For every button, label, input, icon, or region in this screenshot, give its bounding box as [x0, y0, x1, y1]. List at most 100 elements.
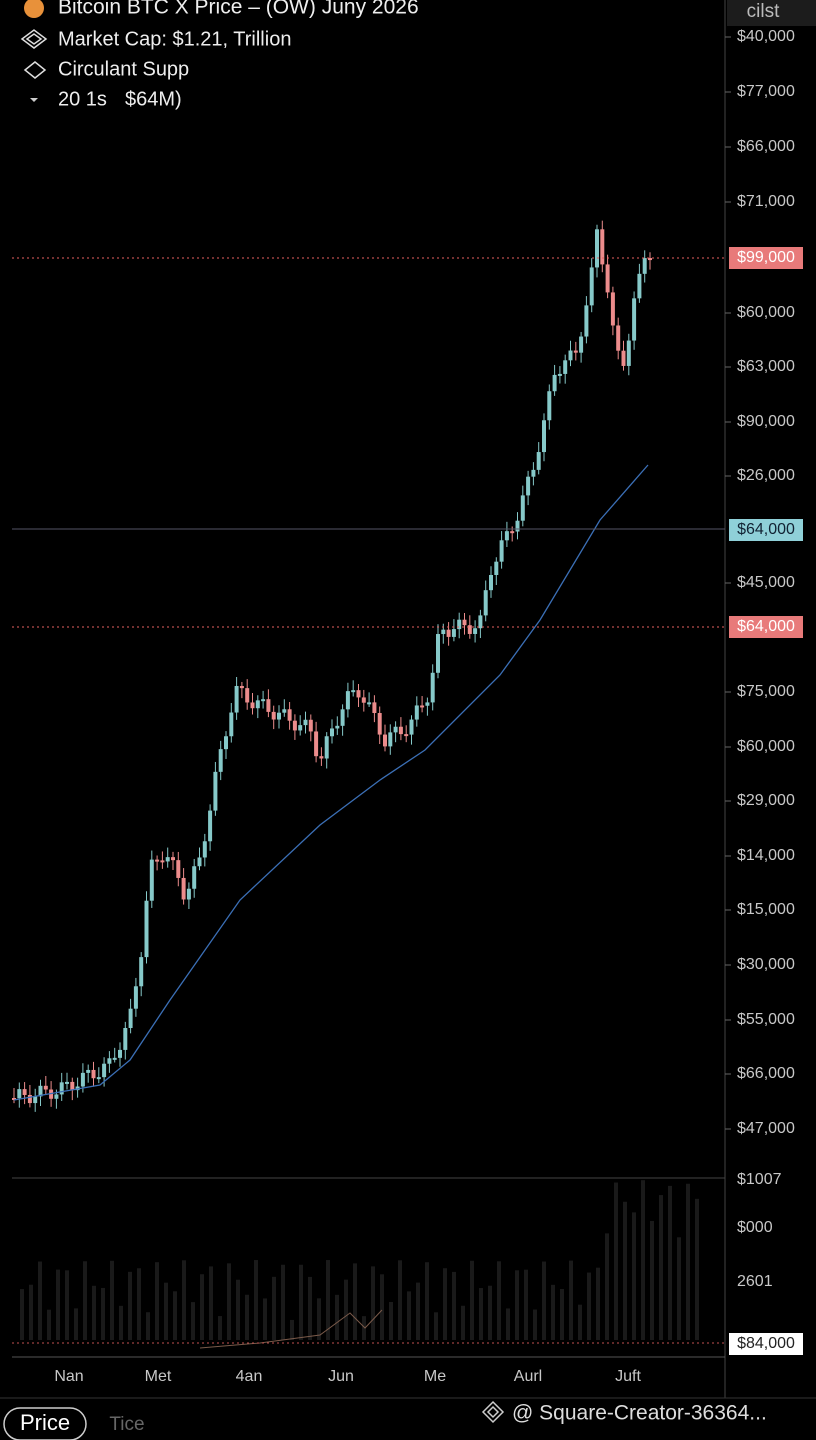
price-label: $63,000: [737, 358, 795, 375]
candle: [218, 749, 223, 772]
volume-bar: [380, 1274, 384, 1340]
volume-bar: [191, 1302, 195, 1340]
candle: [139, 957, 144, 987]
volume-bar: [245, 1294, 249, 1340]
candle: [38, 1085, 43, 1097]
volume-bar: [668, 1185, 672, 1340]
candle: [314, 731, 319, 757]
volume-bar: [587, 1272, 591, 1340]
volume-bar: [506, 1308, 510, 1340]
volume-label: $1007: [737, 1171, 782, 1188]
price-label: $30,000: [737, 956, 795, 973]
corner-box: [727, 0, 816, 26]
candle: [277, 712, 281, 720]
candle: [610, 292, 615, 326]
candle: [595, 229, 599, 268]
volume-bar: [533, 1309, 537, 1340]
volume-bar: [677, 1237, 681, 1340]
volume-bar: [101, 1287, 105, 1340]
candle: [202, 841, 207, 858]
icon: [30, 98, 38, 102]
candle: [478, 615, 483, 629]
candle: [605, 264, 610, 293]
volume-line: [199, 1309, 383, 1349]
icon: [20, 29, 48, 49]
volume-bar: [497, 1261, 501, 1340]
candle: [266, 699, 271, 712]
title: Bitcoin BTC X Price – (OW) Juny 2026: [58, 0, 419, 19]
candle: [271, 711, 276, 720]
candle: [589, 267, 594, 306]
volume-bar: [488, 1285, 492, 1340]
price-label: $40,000: [737, 28, 795, 45]
candle: [632, 298, 637, 341]
volume-bar: [308, 1276, 312, 1340]
watermark: @ Square-Creator-36364...: [512, 1402, 767, 1425]
price-label: $66,000: [737, 138, 795, 155]
time-label: Aurl: [514, 1368, 542, 1385]
logo-icon: [481, 1400, 505, 1424]
volume-bar: [452, 1271, 456, 1340]
price-label: $66,000: [737, 1065, 795, 1082]
candle: [176, 860, 181, 878]
tab-label[interactable]: Price: [20, 1410, 70, 1435]
candle: [160, 860, 165, 863]
candle: [573, 350, 578, 353]
volume-bar: [344, 1279, 348, 1340]
volume-bar: [20, 1289, 24, 1340]
marker-label: $64,000: [737, 618, 795, 635]
candle: [552, 374, 557, 392]
candle: [133, 986, 138, 1009]
volume-bar: [605, 1233, 609, 1340]
candle: [192, 866, 197, 889]
candle: [404, 734, 409, 737]
candle: [345, 691, 350, 710]
volume-bar: [371, 1266, 375, 1340]
volume-bar: [317, 1298, 321, 1340]
candle: [319, 756, 324, 759]
marker-label: $64,000: [737, 521, 795, 538]
price-label: $14,000: [737, 847, 795, 864]
candle: [531, 469, 536, 477]
volume-bar: [137, 1268, 141, 1340]
volume-bar: [272, 1276, 276, 1340]
tab-label[interactable]: Tice: [109, 1414, 144, 1435]
marker-label: $99,000: [737, 249, 795, 266]
price-label: $15,000: [737, 901, 795, 918]
candle: [27, 1094, 32, 1104]
tab-active[interactable]: [3, 1407, 87, 1440]
candle: [80, 1072, 85, 1087]
candle: [483, 590, 488, 616]
volume-label: $000: [737, 1219, 773, 1236]
volume-bar: [560, 1288, 564, 1340]
volume-bar: [470, 1260, 474, 1340]
candle: [637, 273, 642, 299]
candle: [197, 857, 202, 867]
volume-bar: [515, 1270, 519, 1340]
candle: [287, 709, 292, 721]
volume-bar: [173, 1291, 177, 1340]
price-label: $71,000: [737, 193, 795, 210]
candle: [398, 726, 403, 735]
candle: [489, 574, 493, 591]
candle: [579, 336, 584, 353]
volume-bar: [569, 1260, 573, 1340]
candle: [616, 325, 621, 351]
volume-bar: [56, 1269, 60, 1340]
time-label: Nan: [54, 1368, 83, 1385]
candle: [86, 1069, 91, 1073]
candle: [367, 702, 372, 705]
volume-bar: [362, 1316, 366, 1340]
candle: [451, 629, 456, 637]
volume-bar: [299, 1264, 303, 1340]
candle: [234, 685, 239, 713]
volume-bar: [578, 1304, 582, 1340]
volume-bar: [326, 1260, 330, 1340]
candle: [165, 857, 170, 862]
volume-bar: [335, 1294, 339, 1340]
candle: [144, 900, 149, 958]
price-label: $47,000: [737, 1120, 795, 1137]
candle: [308, 719, 313, 732]
volume-bar: [461, 1305, 465, 1340]
